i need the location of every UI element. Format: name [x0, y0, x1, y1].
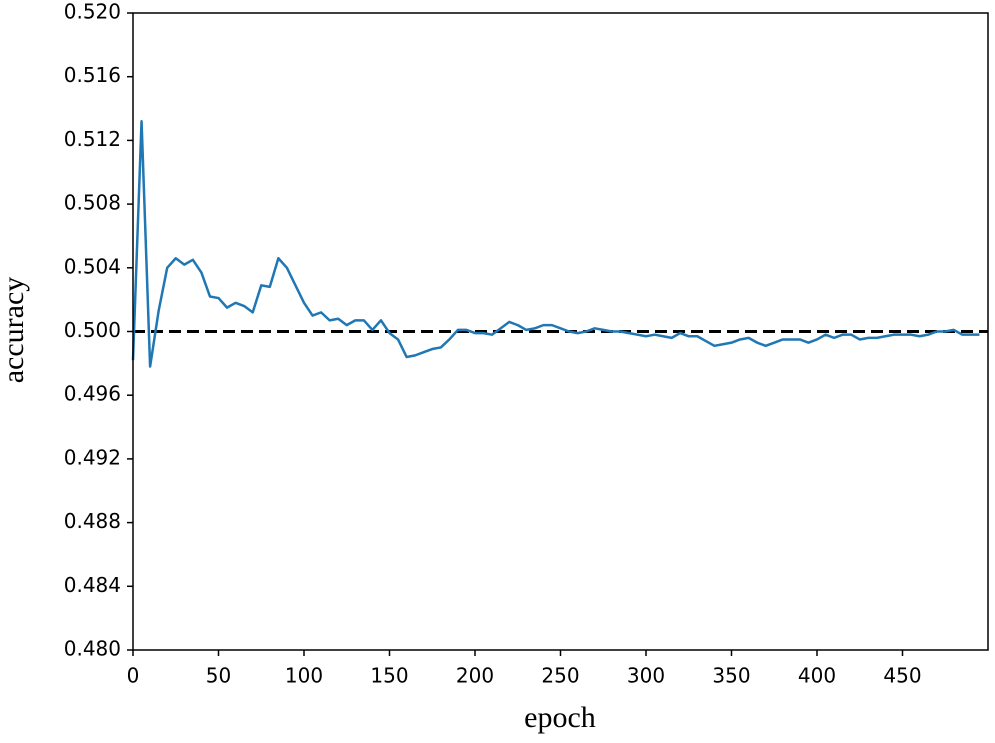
x-tick-label: 200 — [456, 664, 494, 688]
x-tick-label: 400 — [798, 664, 836, 688]
x-axis-label: epoch — [524, 701, 596, 734]
x-tick-label: 450 — [883, 664, 921, 688]
y-tick-label: 0.500 — [64, 318, 121, 342]
y-tick-label: 0.488 — [64, 509, 121, 533]
x-tick-label: 300 — [627, 664, 665, 688]
y-tick-label: 0.520 — [64, 0, 121, 24]
x-tick-label: 350 — [712, 664, 750, 688]
x-tick-label: 100 — [285, 664, 323, 688]
y-tick-label: 0.508 — [64, 191, 121, 215]
plot-frame — [132, 12, 989, 651]
y-tick-label: 0.484 — [64, 573, 121, 597]
y-tick-label: 0.504 — [64, 254, 121, 278]
x-tick-label: 50 — [206, 664, 231, 688]
x-tick-label: 0 — [127, 664, 140, 688]
x-tick-label: 250 — [541, 664, 579, 688]
y-tick-label: 0.492 — [64, 445, 121, 469]
y-axis-label: accuracy — [0, 277, 30, 384]
data-line — [131, 120, 980, 368]
y-tick-label: 0.516 — [64, 63, 121, 87]
y-tick-label: 0.496 — [64, 382, 121, 406]
y-tick-label: 0.512 — [64, 127, 121, 151]
y-tick-label: 0.480 — [64, 637, 121, 661]
x-tick-label: 150 — [370, 664, 408, 688]
